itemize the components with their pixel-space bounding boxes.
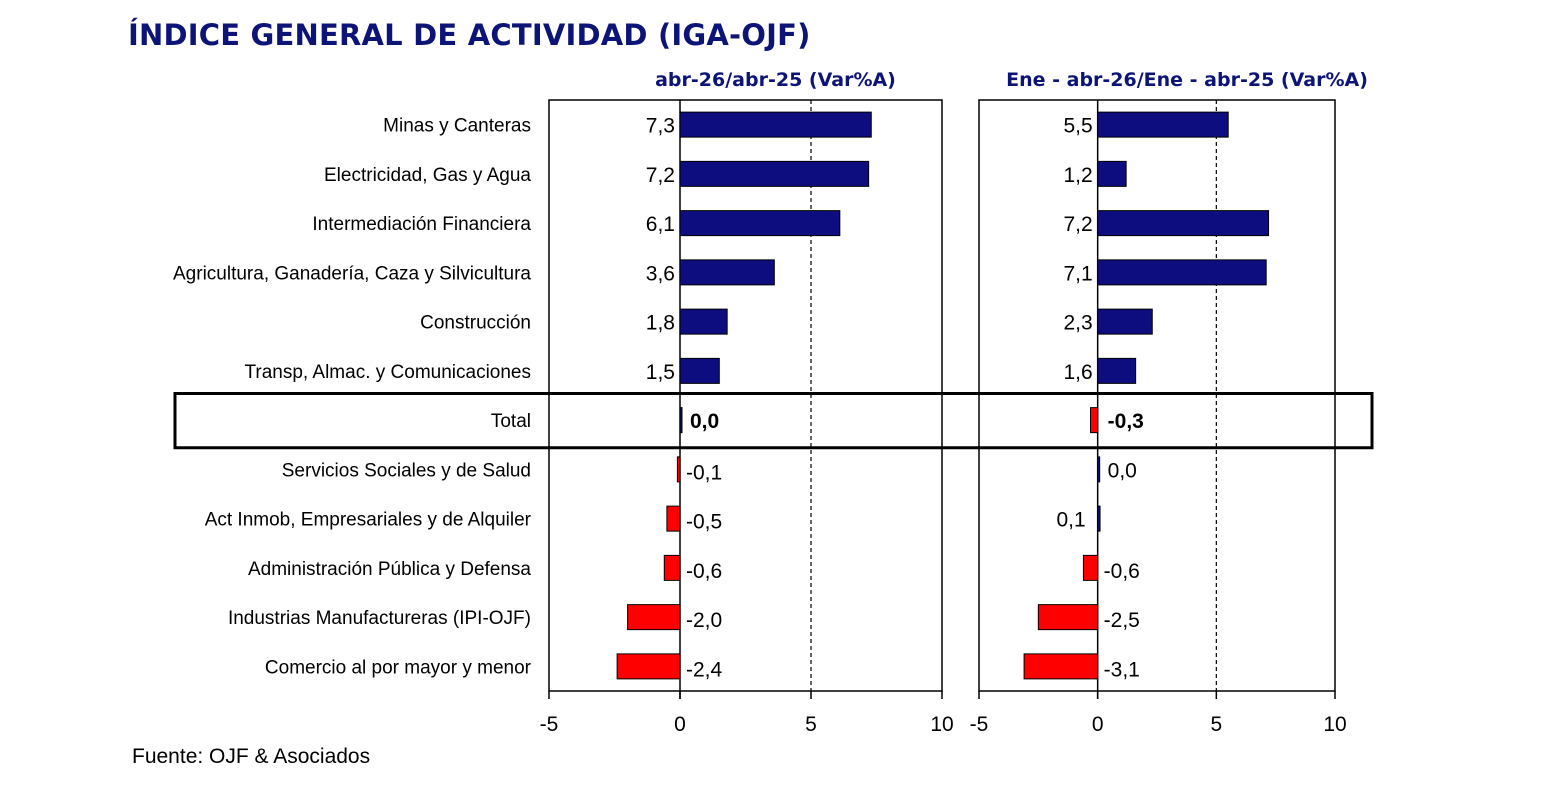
bar-agricultura-ganaderia-caza-y-silvicultura (679, 259, 775, 286)
value-label-minas-y-canteras: 7,3 (646, 115, 675, 138)
category-label-minas-y-canteras: Minas y Canteras (383, 116, 531, 137)
category-label-servicios-sociales-y-de-salud: Servicios Sociales y de Salud (282, 460, 531, 481)
x-tick-label: 0 (674, 713, 686, 736)
x-tick-label: 5 (1210, 713, 1222, 736)
panel-2: Ene - abr-26/Ene - abr-25 (Var%A) -5 0 5 10 5… (970, 69, 1368, 736)
value-label-servicios-sociales-y-de-salud: -0,1 (686, 461, 722, 484)
category-label-administracion-publica-y-defensa: Administración Pública y Defensa (248, 559, 531, 580)
category-label-construccion: Construcción (420, 313, 531, 334)
value-label-comercio-al-por-mayor-y-menor: -3,1 (1104, 658, 1140, 681)
value-label-construccion: 1,8 (646, 312, 675, 335)
bar-administracion-publica-y-defensa (1082, 554, 1099, 581)
bar-electricidad-gas-y-agua (679, 160, 870, 187)
panel-title-1: abr-26/abr-25 (Var%A) (655, 69, 896, 91)
bar-comercio-al-por-mayor-y-menor (1023, 653, 1099, 680)
category-label-act-inmob-empresariales-y-de-alquiler: Act Inmob, Empresariales y de Alquiler (205, 510, 532, 531)
value-label-electricidad-gas-y-agua: 1,2 (1063, 164, 1092, 187)
panel-title-2: Ene - abr-26/Ene - abr-25 (Var%A) (1006, 69, 1368, 91)
bar-agricultura-ganaderia-caza-y-silvicultura (1097, 259, 1267, 286)
bar-industrias-manufactureras-ipi-ojf (1037, 604, 1099, 631)
bar-construccion (1097, 308, 1153, 335)
value-label-industrias-manufactureras-ipi-ojf: -2,5 (1104, 609, 1140, 632)
value-label-total: -0,3 (1108, 410, 1144, 433)
plot-frame (548, 99, 943, 692)
plot-frame (978, 99, 1336, 692)
bar-total (1090, 407, 1099, 434)
category-label-industrias-manufactureras-ipi-ojf: Industrias Manufactureras (IPI-OJF) (228, 608, 531, 629)
category-label-electricidad-gas-y-agua: Electricidad, Gas y Agua (324, 165, 531, 186)
category-labels: Minas y Canteras Electricidad, Gas y Agua… (173, 116, 532, 679)
value-label-agricultura-ganaderia-caza-y-silvicultura: 7,1 (1063, 262, 1092, 285)
x-tick-label: -5 (540, 713, 559, 736)
value-label-industrias-manufactureras-ipi-ojf: -2,0 (686, 609, 722, 632)
panel-1: abr-26/abr-25 (Var%A) -5 0 5 10 7,3 7,2 6,1 3,6 1… (540, 69, 954, 736)
value-label-administracion-publica-y-defensa: -0,6 (686, 560, 722, 583)
bar-transp-almac-y-comunicaciones (1097, 357, 1137, 384)
bar-minas-y-canteras (679, 111, 872, 138)
value-label-intermediacion-financiera: 7,2 (1063, 213, 1092, 236)
x-tick-label: 5 (805, 713, 817, 736)
total-highlight-box (173, 392, 1374, 450)
x-tick-label: 0 (1092, 713, 1104, 736)
bar-electricidad-gas-y-agua (1097, 160, 1127, 187)
bar-act-inmob-empresariales-y-de-alquiler (1097, 505, 1101, 532)
category-label-agricultura-ganaderia-caza-y-silvicultura: Agricultura, Ganadería, Caza y Silvicult… (173, 263, 531, 284)
x-tick-label: 10 (930, 713, 953, 736)
category-label-intermediacion-financiera: Intermediación Financiera (312, 214, 531, 235)
bar-servicios-sociales-y-de-salud (676, 456, 681, 483)
value-label-intermediacion-financiera: 6,1 (646, 213, 675, 236)
chart-panels: abr-26/abr-25 (Var%A) -5 0 5 10 7,3 7,2 6,1 3,6 1… (540, 69, 1368, 736)
value-label-electricidad-gas-y-agua: 7,2 (646, 164, 675, 187)
bar-construccion (679, 308, 728, 335)
value-label-transp-almac-y-comunicaciones: 1,6 (1063, 361, 1092, 384)
bar-transp-almac-y-comunicaciones (679, 357, 720, 384)
bar-administracion-publica-y-defensa (663, 554, 681, 581)
value-label-administracion-publica-y-defensa: -0,6 (1104, 560, 1140, 583)
bar-industrias-manufactureras-ipi-ojf (627, 604, 681, 631)
bar-servicios-sociales-y-de-salud (1097, 456, 1101, 483)
value-label-construccion: 2,3 (1063, 312, 1092, 335)
bar-comercio-al-por-mayor-y-menor (616, 653, 681, 680)
bar-intermediacion-financiera (1097, 210, 1270, 237)
category-label-transp-almac-y-comunicaciones: Transp, Almac. y Comunicaciones (244, 362, 531, 383)
chart-title: ÍNDICE GENERAL DE ACTIVIDAD (IGA-OJF) (128, 18, 811, 52)
value-label-transp-almac-y-comunicaciones: 1,5 (646, 361, 675, 384)
value-label-servicios-sociales-y-de-salud: 0,0 (1108, 459, 1137, 482)
category-label-comercio-al-por-mayor-y-menor: Comercio al por mayor y menor (265, 657, 532, 678)
bar-total (679, 407, 683, 434)
x-tick-label: 10 (1323, 713, 1346, 736)
value-label-minas-y-canteras: 5,5 (1063, 115, 1092, 138)
bar-act-inmob-empresariales-y-de-alquiler (666, 505, 681, 532)
category-label-total: Total (491, 411, 531, 432)
bar-minas-y-canteras (1097, 111, 1229, 138)
value-label-total: 0,0 (690, 410, 719, 433)
bar-intermediacion-financiera (679, 210, 841, 237)
value-label-comercio-al-por-mayor-y-menor: -2,4 (686, 658, 723, 681)
value-label-agricultura-ganaderia-caza-y-silvicultura: 3,6 (646, 262, 675, 285)
x-tick-label: -5 (970, 713, 989, 736)
value-label-act-inmob-empresariales-y-de-alquiler: 0,1 (1056, 509, 1085, 532)
value-label-act-inmob-empresariales-y-de-alquiler: -0,5 (686, 511, 722, 534)
source-note: Fuente: OJF & Asociados (132, 745, 371, 768)
